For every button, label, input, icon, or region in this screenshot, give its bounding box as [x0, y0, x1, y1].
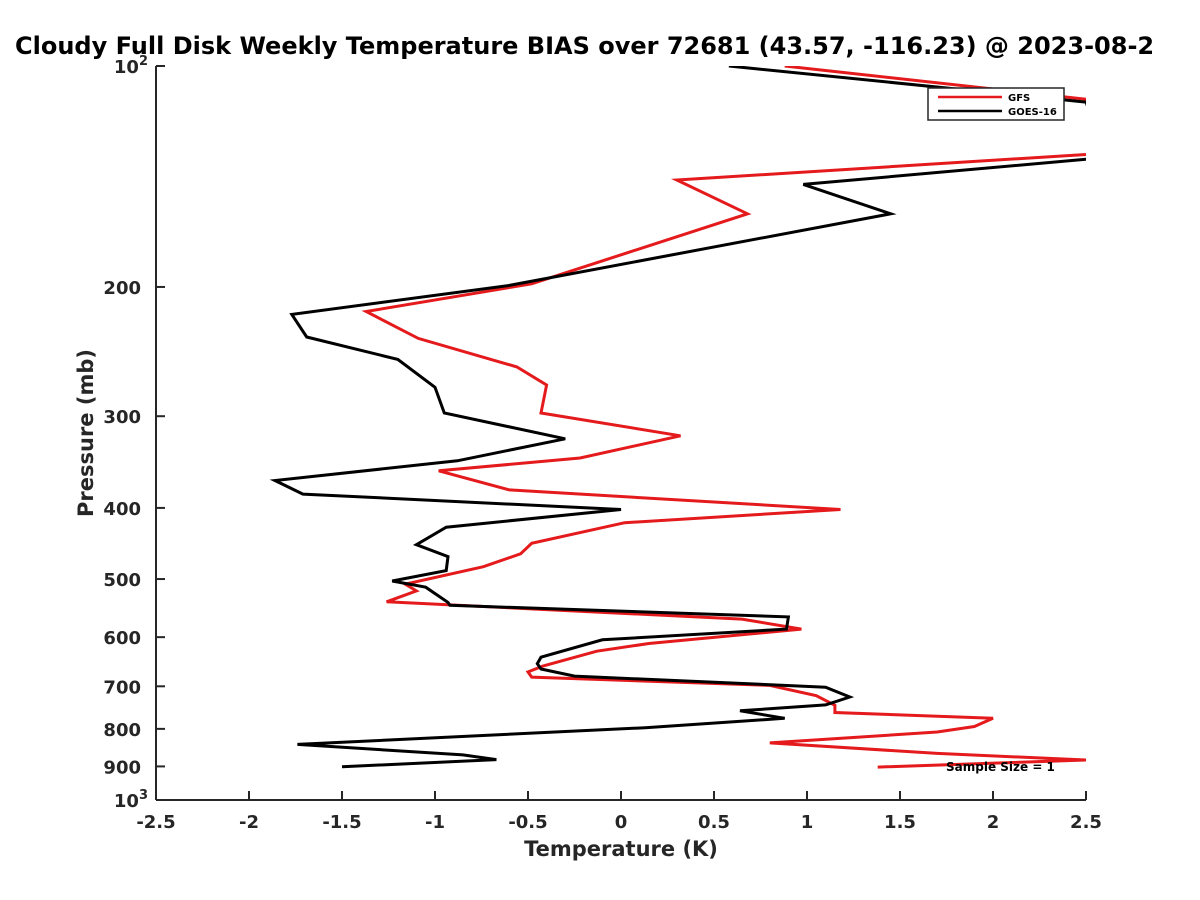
series-layer	[269, 66, 1086, 769]
x-tick-label: -0.5	[508, 812, 547, 833]
x-tick-label: 2.5	[1070, 812, 1102, 833]
legend-box	[927, 87, 1065, 121]
series-line-gfs	[361, 66, 1086, 769]
x-axis-label: Temperature (K)	[524, 837, 718, 861]
x-tick-label: 1	[801, 812, 814, 833]
legend-label-goes16: GOES-16	[1008, 107, 1057, 118]
y-tick-label: 900	[103, 757, 141, 778]
y-tick-label: 102	[114, 54, 148, 78]
y-axis-label: Pressure (mb)	[74, 349, 98, 517]
y-tick-label: 300	[103, 407, 141, 428]
x-tick-label: 0	[615, 812, 628, 833]
chart-title: Cloudy Full Disk Weekly Temperature BIAS…	[15, 32, 1154, 60]
y-tick-label: 600	[103, 628, 141, 649]
y-tick-label: 500	[103, 570, 141, 591]
y-tick-label: 800	[103, 720, 141, 741]
legend-label-gfs: GFS	[1008, 93, 1030, 104]
x-tick-label: 0.5	[698, 812, 730, 833]
y-tick-label: 700	[103, 677, 141, 698]
y-tick-label: 200	[103, 278, 141, 299]
y-tick-label: 400	[103, 499, 141, 520]
x-tick-label: 2	[987, 812, 1000, 833]
x-tick-label: -2	[239, 812, 259, 833]
series-line-goes16	[269, 66, 1086, 769]
y-tick-label: 103	[114, 788, 148, 812]
x-ticks: -2.5 -2 -1.5 -1 -0.5 0 0.5 1 1.5 2 2.5	[136, 791, 1102, 833]
x-tick-label: 1.5	[884, 812, 916, 833]
sample-size-annotation: Sample Size = 1	[946, 760, 1055, 774]
legend: GFS GOES-16	[927, 87, 1065, 121]
y-ticks: 102 200 300 400 500 600 700 800 900 103	[103, 54, 165, 812]
x-tick-label: -1	[425, 812, 445, 833]
x-tick-label: -1.5	[322, 812, 361, 833]
x-tick-label: -2.5	[136, 812, 175, 833]
